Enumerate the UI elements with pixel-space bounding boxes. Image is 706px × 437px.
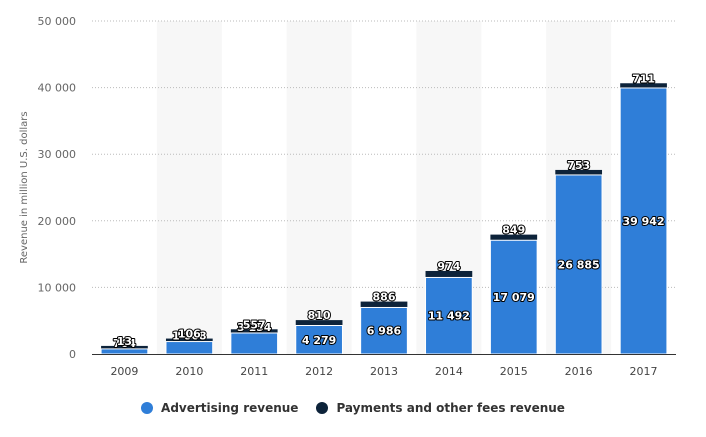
- x-tick-label: 2013: [370, 365, 398, 378]
- data-label-payments: 886: [373, 291, 396, 304]
- x-tick-label: 2010: [175, 365, 203, 378]
- data-label-advertising: 39 942: [623, 215, 665, 228]
- bar-payments-2015[interactable]: [490, 234, 538, 241]
- bar-payments-2014[interactable]: [425, 270, 473, 278]
- y-tick-label: 20 000: [38, 215, 77, 228]
- bar-advertising-2014[interactable]: [425, 276, 473, 355]
- x-tick-label: 2009: [110, 365, 138, 378]
- bar-payments-2009[interactable]: [101, 345, 148, 349]
- bar-payments-2010[interactable]: [165, 338, 213, 342]
- x-tick-label: 2015: [500, 365, 528, 378]
- legend-item-advertising[interactable]: Advertising revenue: [141, 401, 298, 415]
- data-label-payments: 557: [243, 318, 266, 331]
- payments-legend-dot-icon: [316, 402, 329, 414]
- y-tick-label: 30 000: [38, 148, 77, 161]
- x-axis-ticks: 2009 2010 2011 2012 2013 2014 2015 2016 2017: [110, 365, 657, 378]
- data-label-payments: 810: [308, 309, 331, 322]
- x-tick-label: 2012: [305, 365, 333, 378]
- bar-payments-2017[interactable]: [620, 83, 667, 88]
- bar-advertising-2010[interactable]: [165, 341, 214, 355]
- data-label-payments: 753: [567, 159, 590, 172]
- bar-advertising-2012[interactable]: [295, 325, 343, 355]
- legend-label-advertising: Advertising revenue: [161, 401, 299, 415]
- data-label-payments: 974: [437, 260, 460, 273]
- bar-advertising-2017[interactable]: [619, 87, 668, 355]
- bar-advertising-2016[interactable]: [554, 174, 603, 355]
- band-2012: [286, 21, 352, 354]
- x-tick-label: 2014: [435, 365, 463, 378]
- data-label-advertising: 1 868: [172, 330, 206, 343]
- bar-payments-2012[interactable]: [295, 320, 343, 326]
- data-label-advertising: 3 154: [237, 321, 272, 334]
- data-label-advertising: 764: [113, 337, 136, 350]
- data-label-payments: 711: [632, 72, 655, 85]
- data-label-advertising: 4 279: [302, 334, 336, 347]
- bar-payments-2013[interactable]: [360, 301, 408, 308]
- data-label-advertising: 6 986: [367, 325, 402, 338]
- band-2010: [156, 21, 222, 354]
- x-tick-label: 2017: [630, 365, 658, 378]
- data-label-advertising: 17 079: [493, 291, 535, 304]
- legend-label-payments: Payments and other fees revenue: [336, 401, 565, 415]
- y-tick-label: 40 000: [38, 82, 77, 95]
- legend: Advertising revenue Payments and other f…: [0, 401, 706, 415]
- y-tick-label: 50 000: [38, 15, 77, 28]
- y-axis-ticks: 0 10 000 20 000 30 000 40 000 50 000: [38, 15, 77, 361]
- revenue-chart: 0 10 000 20 000 30 000 40 000 50 000 Revenue …: [19, 15, 676, 378]
- data-label-payments: 106: [178, 328, 201, 341]
- data-label-advertising: 26 885: [558, 258, 600, 271]
- bar-payments-2016[interactable]: [555, 169, 603, 175]
- data-label-payments: 13: [117, 335, 132, 348]
- y-axis-label: Revenue in million U.S. dollars: [19, 111, 30, 263]
- data-label-payments: 849: [502, 224, 525, 237]
- y-tick-label: 10 000: [38, 281, 77, 294]
- bar-advertising-2015[interactable]: [489, 239, 538, 355]
- advertising-legend-dot-icon: [141, 402, 154, 414]
- x-tick-label: 2016: [565, 365, 593, 378]
- x-tick-label: 2011: [240, 365, 268, 378]
- legend-item-payments[interactable]: Payments and other fees revenue: [316, 401, 565, 415]
- bar-advertising-2011[interactable]: [230, 332, 279, 355]
- bar-payments-2011[interactable]: [230, 329, 278, 333]
- y-tick-label: 0: [69, 348, 76, 361]
- data-label-advertising: 11 492: [428, 310, 470, 323]
